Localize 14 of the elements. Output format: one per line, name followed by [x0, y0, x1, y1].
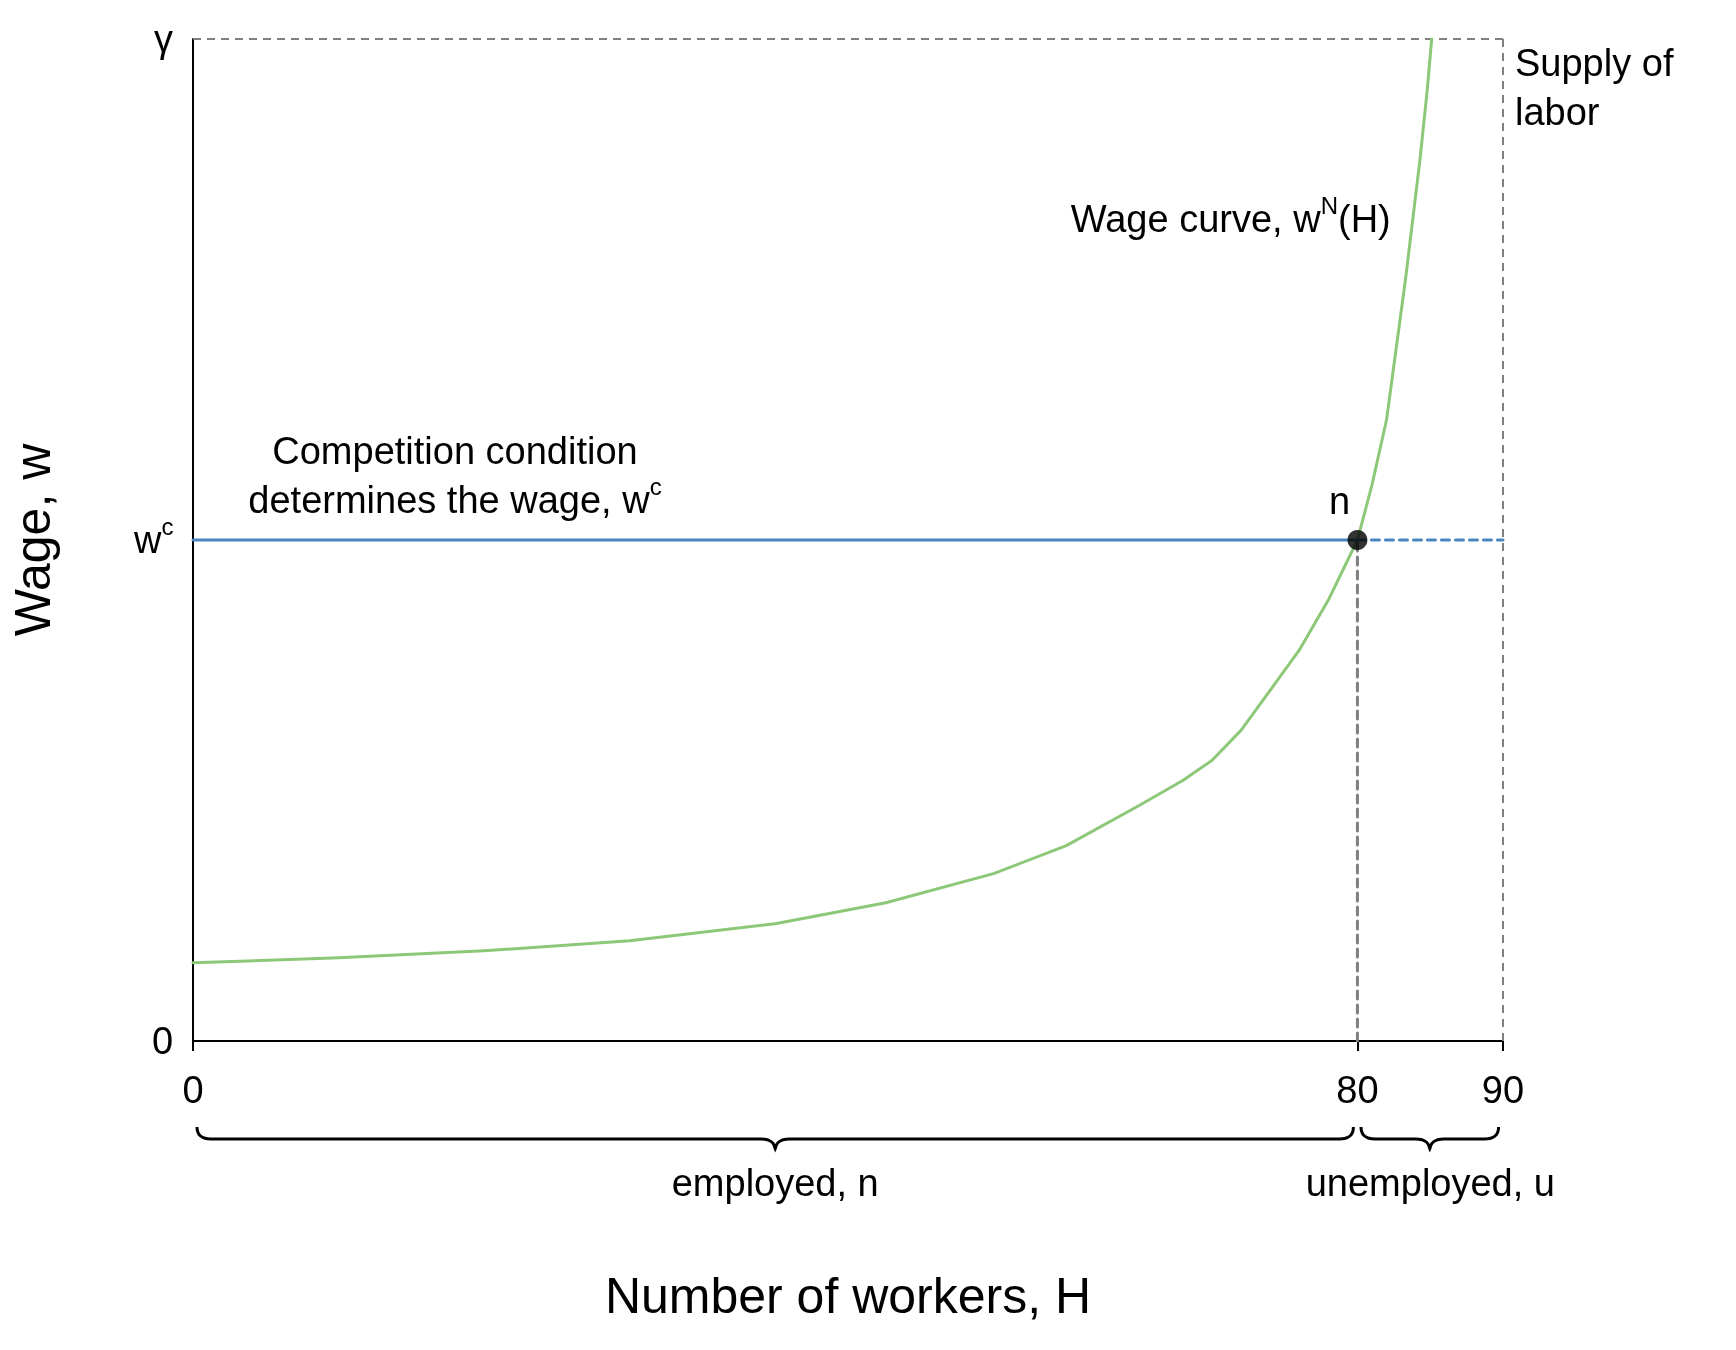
text: unemployed, u: [1305, 1161, 1556, 1206]
x-tick-label: 90: [1481, 1069, 1525, 1111]
ref-line-label: Supply of labor: [1515, 41, 1675, 136]
annotation: w$^{c}$: [134, 512, 174, 563]
y-axis-title: Wage, w: [5, 442, 61, 637]
text: employed, n: [671, 1161, 879, 1206]
ref-line-label: γ: [154, 16, 173, 62]
ref-line-label: 0: [152, 1018, 174, 1064]
series-label: Wage curve, w$^{N}$(H): [1070, 191, 1391, 242]
x-tick-label: 0: [182, 1069, 204, 1111]
x-axis-title: Number of workers, H: [604, 1268, 1092, 1324]
series-label: Competition condition determines the wage, w$^{c}$: [247, 429, 663, 524]
annotation: n: [1328, 479, 1351, 524]
x-tick-label: 80: [1336, 1069, 1379, 1111]
